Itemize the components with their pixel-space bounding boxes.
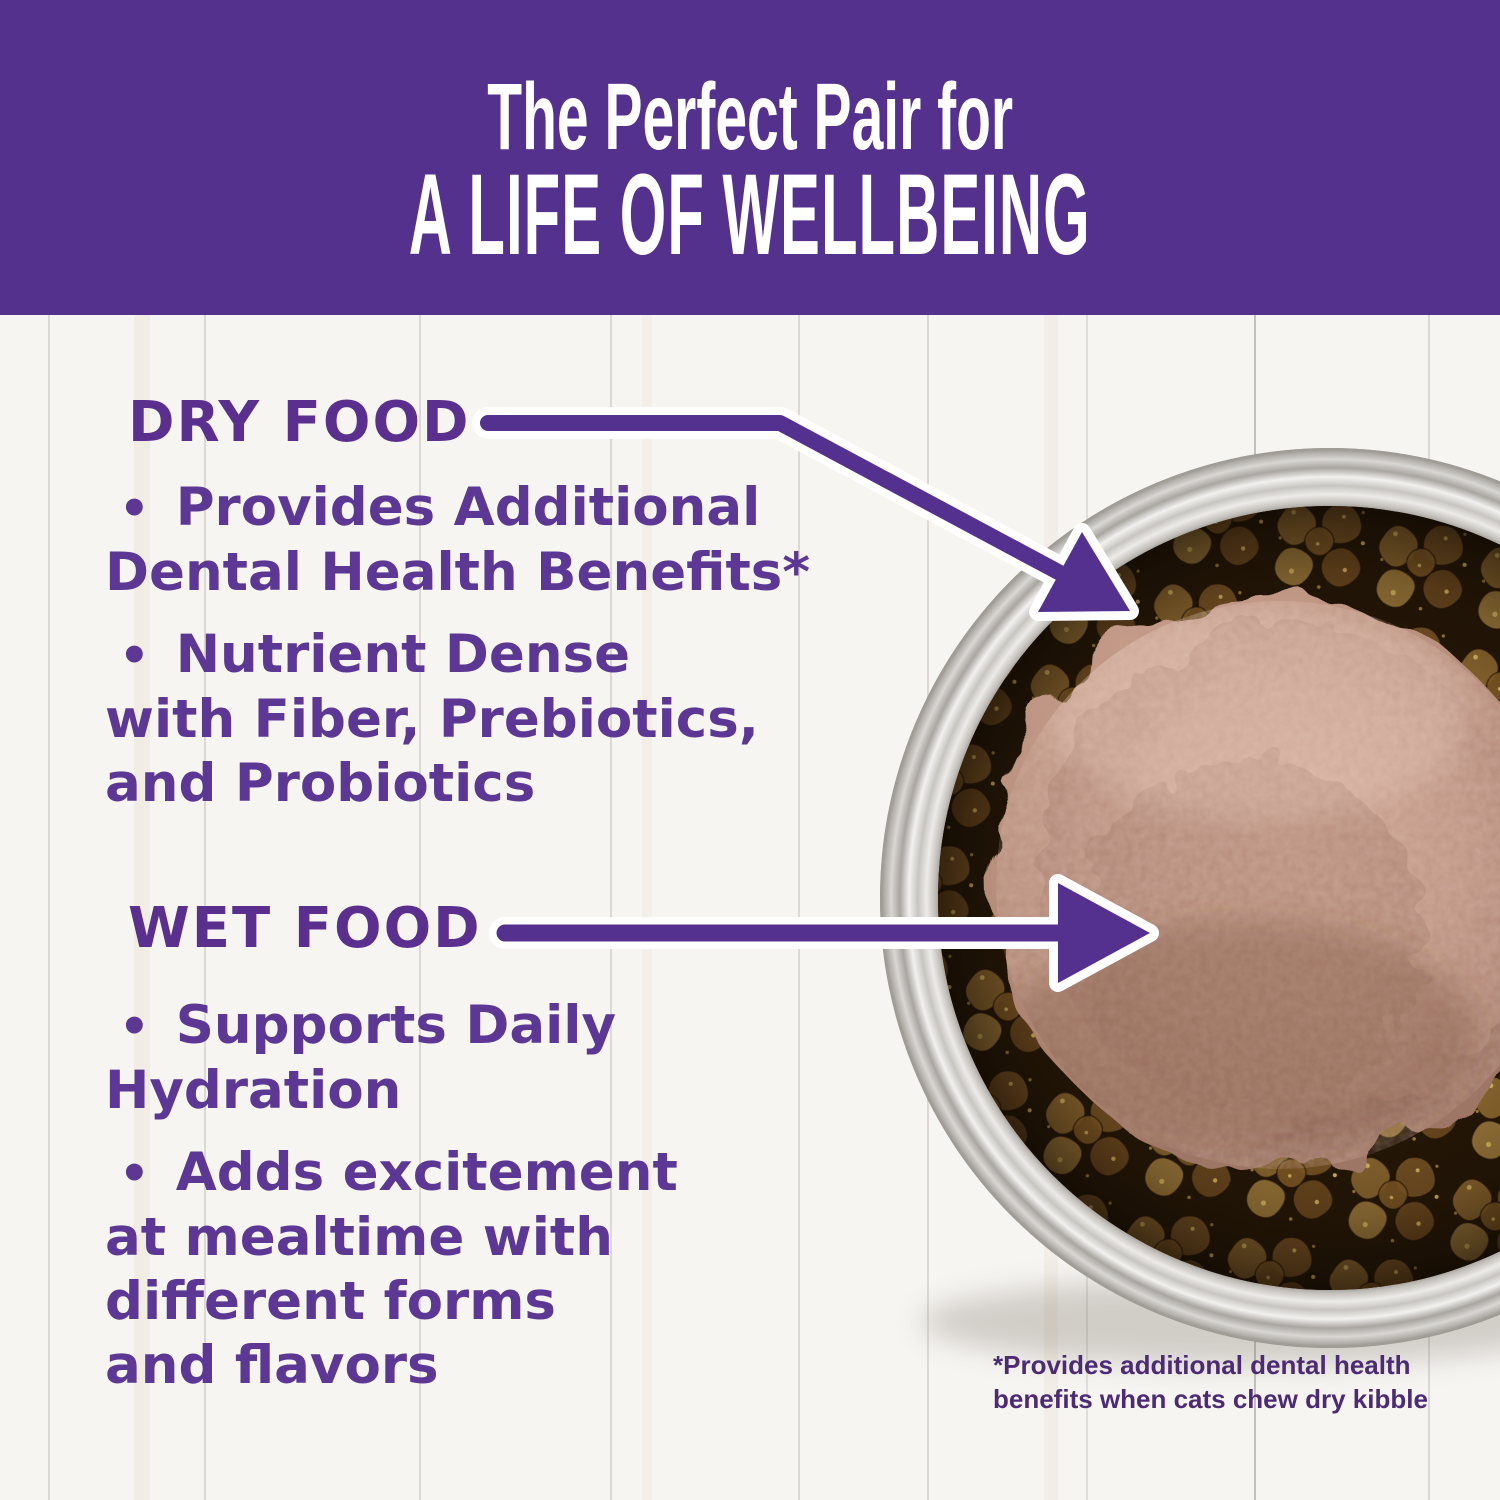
bullet-line: with Fiber, Prebiotics, [105, 689, 759, 750]
bullet-line: Supports Daily [175, 995, 616, 1056]
bullet-line: Dental Health Benefits* [105, 542, 811, 603]
dry-food-title: DRY FOOD [128, 390, 471, 455]
bullet-item: • Supports Daily Hydration [105, 994, 785, 1123]
bullet-line: at mealtime with [105, 1207, 613, 1268]
header-banner: The Perfect Pair for A LIFE OF WELLBEING [0, 0, 1500, 315]
wood-plank-seam [204, 300, 206, 1500]
bullet-item: • Adds excitement at mealtime with diffe… [105, 1141, 785, 1398]
dry-food-bullets: • Provides Additional Dental Health Bene… [105, 476, 811, 816]
bullet-dot-icon: • [119, 1146, 150, 1202]
wood-plank-seam [610, 300, 612, 1500]
bullet-item: • Provides Additional Dental Health Bene… [105, 476, 811, 605]
bullet-dot-icon: • [119, 999, 150, 1055]
bullet-dot-icon: • [119, 628, 150, 684]
banner-title-line1: The Perfect Pair for [0, 70, 1500, 165]
footnote: *Provides additional dental health benef… [993, 1348, 1428, 1416]
wood-plank-seam [48, 300, 50, 1500]
wet-food-arrow [489, 874, 1159, 992]
bullet-item: • Nutrient Dense with Fiber, Prebiotics,… [105, 623, 785, 816]
wood-grain-streak [642, 300, 652, 1500]
wood-plank-seam [798, 300, 800, 1500]
bullet-line: different forms [105, 1271, 556, 1332]
bullet-line: and Probiotics [105, 753, 536, 814]
banner-title-line1-text: The Perfect Pair for [487, 64, 1013, 170]
footnote-line: *Provides additional dental health [993, 1350, 1411, 1380]
banner-title-line2: A LIFE OF WELLBEING [0, 158, 1500, 273]
bullet-line: Hydration [105, 1060, 402, 1121]
bullet-dot-icon: • [119, 481, 150, 537]
bullet-line: Adds excitement [175, 1142, 678, 1203]
banner-title-line2-text: A LIFE OF WELLBEING [409, 151, 1091, 279]
bullet-line: Nutrient Dense [175, 624, 631, 685]
wet-food-title: WET FOOD [128, 896, 482, 961]
wood-grain-streak [134, 300, 150, 1500]
dry-food-arrow [472, 407, 1139, 621]
footnote-line: benefits when cats chew dry kibble [993, 1384, 1428, 1414]
bullet-line: and flavors [105, 1335, 439, 1396]
wet-food-bullets: • Supports Daily Hydration • Adds excite… [105, 994, 785, 1398]
bullet-line: Provides Additional [175, 477, 761, 538]
wood-plank-seam [419, 300, 421, 1500]
